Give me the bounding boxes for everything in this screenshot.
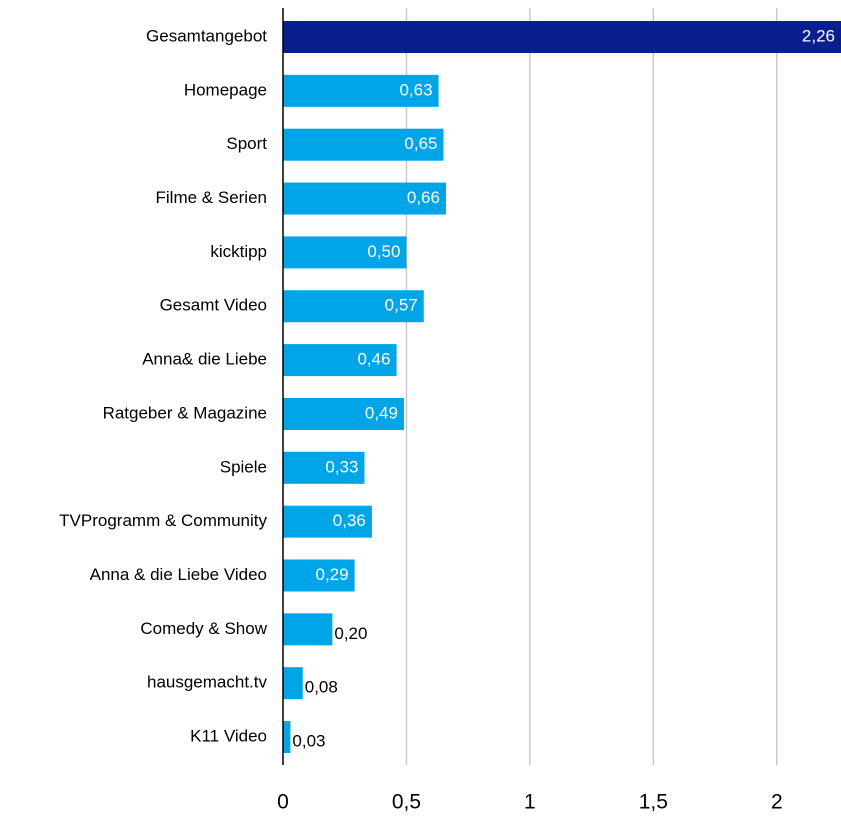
category-label: K11 Video [190, 727, 267, 746]
bar [283, 236, 407, 269]
x-tick-label: 2 [771, 791, 783, 814]
bar [283, 21, 841, 53]
category-label: Homepage [184, 80, 267, 99]
bar [283, 613, 333, 646]
value-label: 0,57 [385, 296, 418, 315]
category-label: hausgemacht.tv [147, 673, 268, 692]
bar [283, 667, 303, 700]
category-label: Gesamt Video [160, 296, 267, 315]
category-label: Filme & Serien [156, 188, 267, 207]
value-label: 0,46 [357, 350, 390, 369]
value-label: 0,66 [407, 188, 440, 207]
category-label: Spiele [220, 457, 267, 476]
x-tick-label: 0,5 [392, 791, 421, 814]
bar [283, 721, 291, 754]
bar [283, 128, 444, 161]
value-label: 0,29 [316, 565, 349, 584]
value-label: 0,33 [325, 457, 358, 476]
value-label: 0,36 [333, 511, 366, 530]
x-tick-label: 1,5 [639, 791, 668, 814]
bar [283, 182, 446, 215]
value-label: 0,08 [305, 678, 338, 697]
x-tick-label: 1 [524, 791, 536, 814]
value-label: 0,65 [404, 134, 437, 153]
bar [283, 74, 439, 107]
bar [283, 505, 372, 538]
value-label: 0,63 [399, 80, 432, 99]
category-label: Ratgeber & Magazine [103, 403, 267, 422]
value-label: 0,50 [367, 242, 400, 261]
bar [283, 344, 397, 377]
category-label: Comedy & Show [140, 619, 267, 638]
value-label: 0,03 [292, 732, 325, 751]
bar [283, 451, 365, 484]
category-label: kicktipp [210, 242, 267, 261]
category-label: Anna & die Liebe Video [90, 565, 267, 584]
category-label: TVProgramm & Community [59, 511, 267, 530]
category-label: Gesamtangebot [146, 26, 267, 45]
value-label: 0,20 [334, 624, 367, 643]
x-tick-label: 0 [277, 791, 289, 814]
bar [283, 397, 404, 430]
value-label: 0,49 [365, 403, 398, 422]
category-label: Sport [226, 134, 267, 153]
bar [283, 559, 355, 592]
category-label: Anna& die Liebe [142, 350, 267, 369]
bar [283, 290, 424, 323]
value-label: 2,26 [802, 26, 835, 45]
